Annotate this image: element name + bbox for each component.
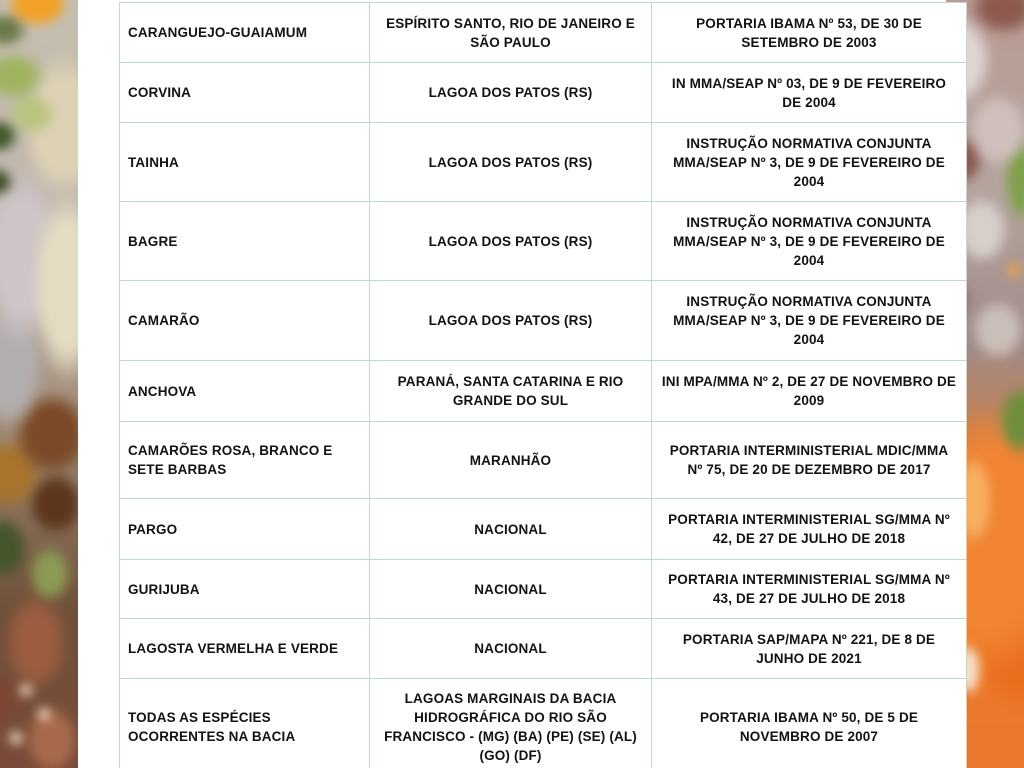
species-cell: CORVINA	[119, 62, 370, 123]
regulation-cell: INSTRUÇÃO NORMATIVA CONJUNTA MMA/SEAP Nº…	[651, 280, 967, 361]
region-cell: NACIONAL	[369, 498, 652, 560]
table-row: CAMARÃO LAGOA DOS PATOS (RS) INSTRUÇÃO NOR…	[119, 280, 967, 361]
species-cell: CAMARÃO	[119, 280, 370, 361]
region-cell: PARANÁ, SANTA CATARINA E RIO GRANDE DO S…	[369, 360, 652, 422]
table-row: TODAS AS ESPÉCIES OCORRENTES NA BACIA LAG…	[119, 678, 967, 768]
table-row: BAGRE LAGOA DOS PATOS (RS) INSTRUÇÃO NORMA…	[119, 201, 967, 281]
species-cell: TODAS AS ESPÉCIES OCORRENTES NA BACIA	[119, 678, 370, 768]
regulation-cell: IN MMA/SEAP Nº 03, DE 9 DE FEVEREIRO DE …	[651, 62, 967, 123]
table-row: LAGOSTA VERMELHA E VERDE NACIONAL PORTARIA…	[119, 618, 967, 679]
table-row: ANCHOVA PARANÁ, SANTA CATARINA E RIO GRAN…	[119, 360, 967, 422]
region-cell: NACIONAL	[369, 559, 652, 619]
table-row: CARANGUEJO-GUAIAMUM ESPÍRITO SANTO, RIO D…	[119, 2, 967, 63]
table-row: GURIJUBA NACIONAL PORTARIA INTERMINISTERIA…	[119, 559, 967, 619]
region-cell: ESPÍRITO SANTO, RIO DE JANEIRO E SÃO PAU…	[369, 2, 652, 63]
species-cell: CAMARÕES ROSA, BRANCO E SETE BARBAS	[119, 421, 370, 499]
table-row: CORVINA LAGOA DOS PATOS (RS) IN MMA/SEAP N…	[119, 62, 967, 123]
seafood-photo-left	[0, 0, 78, 768]
regulation-cell: PORTARIA INTERMINISTERIAL SG/MMA Nº 43, …	[651, 559, 967, 619]
region-cell: LAGOA DOS PATOS (RS)	[369, 280, 652, 361]
region-cell: NACIONAL	[369, 618, 652, 679]
species-cell: TAINHA	[119, 122, 370, 202]
seafood-photo-left-art	[0, 0, 78, 768]
table-row: PARGO NACIONAL PORTARIA INTERMINISTERIAL S…	[119, 498, 967, 560]
regulation-cell: PORTARIA INTERMINISTERIAL MDIC/MMA Nº 75…	[651, 421, 967, 499]
region-cell: LAGOA DOS PATOS (RS)	[369, 122, 652, 202]
regulation-cell: PORTARIA IBAMA Nº 50, DE 5 DE NOVEMBRO D…	[651, 678, 967, 768]
regulation-table-body: CARANGUEJO-GUAIAMUM ESPÍRITO SANTO, RIO D…	[119, 2, 967, 768]
regulation-cell: INSTRUÇÃO NORMATIVA CONJUNTA MMA/SEAP Nº…	[651, 122, 967, 202]
species-cell: ANCHOVA	[119, 360, 370, 422]
fishing-regulations-table: CARANGUEJO-GUAIAMUM ESPÍRITO SANTO, RIO D…	[119, 2, 967, 768]
table-row: CAMARÕES ROSA, BRANCO E SETE BARBAS MARAN…	[119, 421, 967, 499]
species-cell: PARGO	[119, 498, 370, 560]
region-cell: LAGOAS MARGINAIS DA BACIA HIDROGRÁFICA D…	[369, 678, 652, 768]
regulation-cell: INI MPA/MMA Nº 2, DE 27 DE NOVEMBRO DE 2…	[651, 360, 967, 422]
species-cell: CARANGUEJO-GUAIAMUM	[119, 2, 370, 63]
region-cell: LAGOA DOS PATOS (RS)	[369, 62, 652, 123]
species-cell: GURIJUBA	[119, 559, 370, 619]
table-row: TAINHA LAGOA DOS PATOS (RS) INSTRUÇÃO NORM…	[119, 122, 967, 202]
species-cell: LAGOSTA VERMELHA E VERDE	[119, 618, 370, 679]
regulation-cell: PORTARIA IBAMA Nº 53, DE 30 DE SETEMBRO …	[651, 2, 967, 63]
species-cell: BAGRE	[119, 201, 370, 281]
regulation-cell: PORTARIA INTERMINISTERIAL SG/MMA Nº 42, …	[651, 498, 967, 560]
regulation-cell: PORTARIA SAP/MAPA Nº 221, DE 8 DE JUNHO …	[651, 618, 967, 679]
regulation-cell: INSTRUÇÃO NORMATIVA CONJUNTA MMA/SEAP Nº…	[651, 201, 967, 281]
region-cell: LAGOA DOS PATOS (RS)	[369, 201, 652, 281]
region-cell: MARANHÃO	[369, 421, 652, 499]
